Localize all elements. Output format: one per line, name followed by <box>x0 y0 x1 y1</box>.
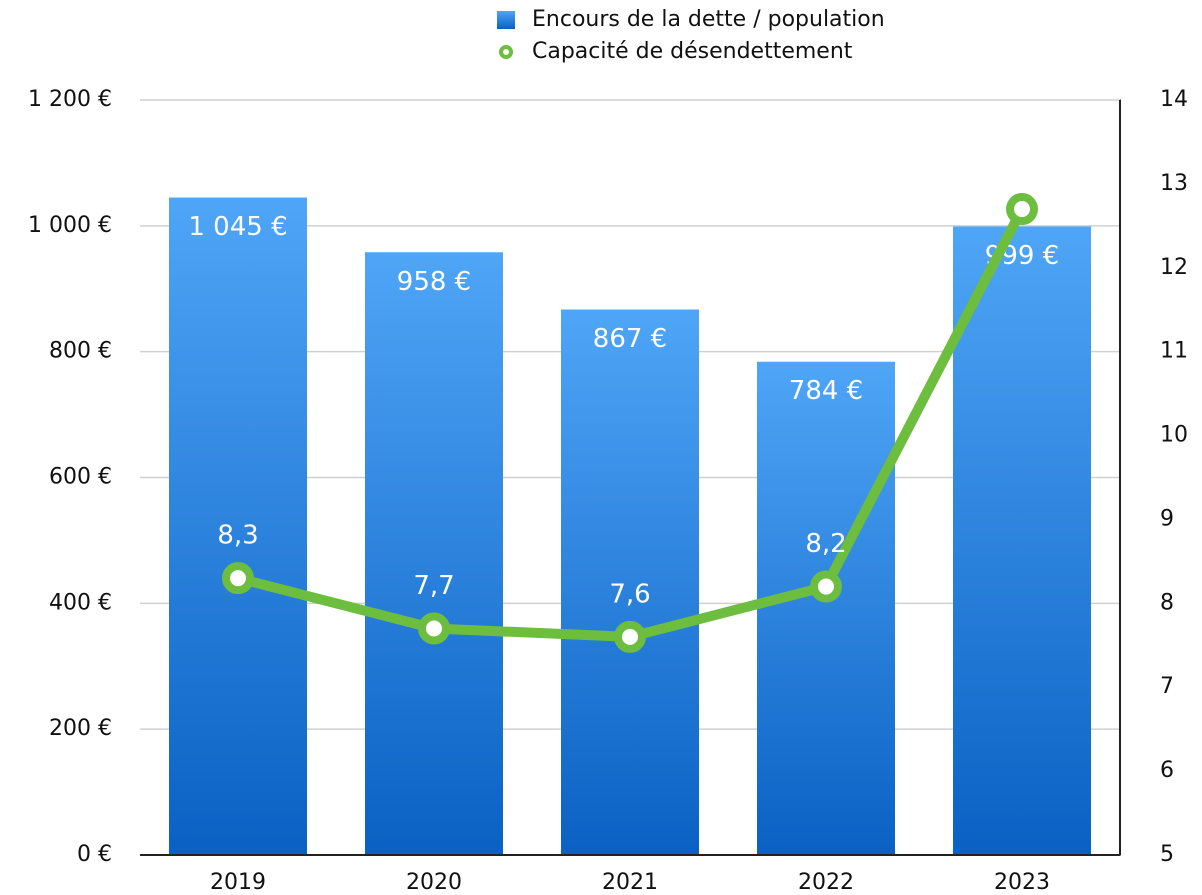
y-tick-label: 600 € <box>49 465 112 490</box>
x-tick-label: 2020 <box>406 870 462 895</box>
bar-value-label: 1 045 € <box>188 212 287 242</box>
bar <box>169 197 307 856</box>
line-marker <box>810 570 842 603</box>
y2-tick-label: 5 <box>1160 842 1174 867</box>
y2-tick-label: 10 <box>1160 423 1188 448</box>
line-marker <box>418 612 450 645</box>
y-tick-label: 200 € <box>49 716 112 741</box>
y-tick-label: 1 200 € <box>28 87 112 112</box>
line-marker <box>1006 193 1038 226</box>
y-tick-label: 800 € <box>49 339 112 364</box>
x-tick-label: 2019 <box>210 870 266 895</box>
legend-swatch <box>497 11 515 29</box>
y2-tick-label: 9 <box>1160 506 1174 531</box>
y2-tick-label: 7 <box>1160 674 1174 699</box>
y2-tick-label: 6 <box>1160 758 1174 783</box>
y2-tick-label: 8 <box>1160 590 1174 615</box>
line-value-label: 8,3 <box>217 521 258 551</box>
bar <box>365 252 503 856</box>
bar <box>953 226 1091 855</box>
x-tick-label: 2023 <box>994 870 1050 895</box>
line-value-label: 7,6 <box>609 579 650 609</box>
bar-value-label: 958 € <box>397 267 471 297</box>
legend-label: Encours de la dette / population <box>532 7 885 32</box>
y2-tick-label: 11 <box>1160 339 1188 364</box>
y2-tick-label: 13 <box>1160 171 1188 196</box>
y-tick-label: 400 € <box>49 590 112 615</box>
y2-tick-label: 12 <box>1160 255 1188 280</box>
y-tick-label: 0 € <box>77 842 112 867</box>
bar-value-label: 867 € <box>593 324 667 354</box>
line-value-label: 7,7 <box>413 571 454 601</box>
legend-swatch <box>499 45 513 59</box>
line-value-label: 8,2 <box>805 529 846 559</box>
y-tick-label: 1 000 € <box>28 213 112 238</box>
bar-value-label: 784 € <box>789 376 863 406</box>
legend-label: Capacité de désendettement <box>532 39 853 64</box>
bar <box>561 309 699 855</box>
x-tick-label: 2022 <box>798 870 854 895</box>
bar <box>757 361 895 855</box>
y2-tick-label: 14 <box>1160 87 1188 112</box>
x-tick-label: 2021 <box>602 870 658 895</box>
line-marker <box>614 620 646 653</box>
line-marker <box>222 562 254 595</box>
